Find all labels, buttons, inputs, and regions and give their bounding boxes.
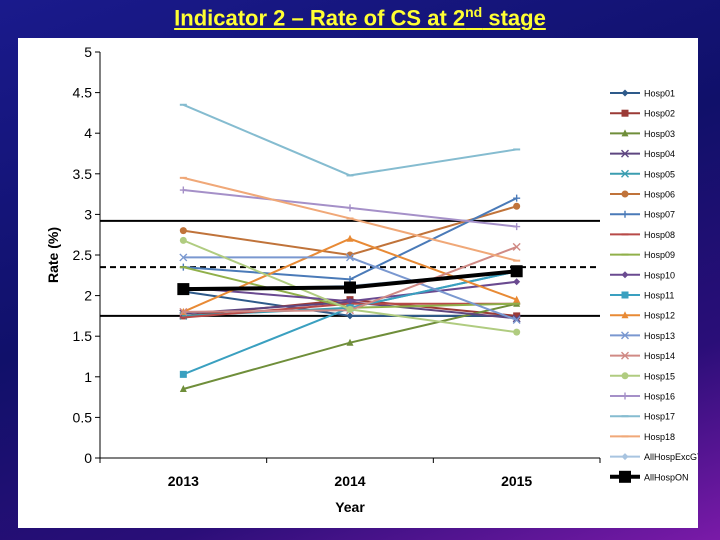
data-point-Hosp12 bbox=[513, 295, 521, 303]
series-Hosp18 bbox=[179, 176, 521, 262]
y-tick-label: 1 bbox=[84, 369, 92, 385]
legend-marker bbox=[621, 331, 629, 340]
data-point-Hosp06 bbox=[513, 202, 521, 210]
series-Hosp15 bbox=[179, 236, 521, 336]
data-point-Hosp03 bbox=[346, 338, 354, 346]
data-point-Hosp15 bbox=[346, 305, 354, 313]
y-tick-label: 2.5 bbox=[73, 247, 93, 263]
legend-marker bbox=[621, 169, 629, 178]
data-point-Hosp13 bbox=[346, 253, 354, 262]
y-tick-label: 0.5 bbox=[73, 409, 93, 425]
legend-marker bbox=[621, 372, 629, 380]
legend-label: Hosp16 bbox=[644, 392, 675, 402]
legend-label: Hosp14 bbox=[644, 351, 675, 361]
data-point-Hosp15 bbox=[179, 236, 187, 244]
data-point-Hosp02 bbox=[513, 312, 521, 320]
legend-marker bbox=[621, 351, 629, 360]
legend-label: Hosp04 bbox=[644, 149, 675, 159]
legend-label: Hosp09 bbox=[644, 250, 675, 260]
slide-title: Indicator 2 – Rate of CS at 2nd stage bbox=[0, 4, 720, 31]
title-end: stage bbox=[482, 5, 546, 31]
legend-marker bbox=[621, 311, 629, 319]
data-point-AllHospON bbox=[177, 283, 190, 296]
data-point-Hosp07 bbox=[513, 194, 521, 202]
legend-label: Hosp05 bbox=[644, 169, 675, 179]
legend-marker bbox=[621, 392, 629, 400]
data-point-Hosp13 bbox=[512, 315, 521, 324]
series-AllHospON bbox=[177, 265, 523, 296]
data-point-Hosp10 bbox=[513, 278, 521, 286]
legend-label: Hosp18 bbox=[644, 432, 675, 442]
legend-label: Hosp08 bbox=[644, 230, 675, 240]
legend-label: Hosp06 bbox=[644, 190, 675, 200]
legend-marker bbox=[621, 291, 629, 299]
series-Hosp16 bbox=[179, 186, 521, 231]
title-superscript: nd bbox=[465, 4, 483, 20]
series-Hosp17 bbox=[179, 103, 521, 177]
x-tick-label: 2015 bbox=[501, 473, 532, 489]
legend-marker bbox=[621, 129, 629, 137]
data-point-Hosp16 bbox=[513, 223, 521, 231]
legend-marker bbox=[621, 453, 629, 461]
data-point-Hosp04 bbox=[512, 314, 521, 323]
y-tick-label: 5 bbox=[84, 44, 92, 60]
legend-label: Hosp17 bbox=[644, 412, 675, 422]
data-point-Hosp16 bbox=[179, 186, 187, 194]
legend-label: Hosp12 bbox=[644, 311, 675, 321]
data-point-Hosp14 bbox=[179, 307, 188, 316]
data-point-Hosp16 bbox=[346, 204, 354, 212]
data-point-Hosp03 bbox=[179, 384, 187, 392]
title-main: Indicator 2 – Rate of CS at 2 bbox=[174, 5, 466, 31]
series-Hosp13 bbox=[179, 253, 521, 324]
y-tick-label: 3.5 bbox=[73, 166, 93, 182]
legend-label: Hosp03 bbox=[644, 129, 675, 139]
legend-label: Hosp13 bbox=[644, 331, 675, 341]
legend-marker bbox=[621, 210, 629, 218]
legend-marker bbox=[621, 109, 629, 117]
data-point-AllHospON bbox=[344, 281, 356, 294]
data-point-Hosp10 bbox=[346, 297, 354, 305]
legend-label: Hosp07 bbox=[644, 210, 675, 220]
data-point-Hosp06 bbox=[179, 227, 187, 235]
data-point-Hosp11 bbox=[179, 370, 187, 378]
y-tick-label: 4 bbox=[84, 125, 92, 141]
y-tick-label: 1.5 bbox=[73, 328, 93, 344]
y-axis-title: Rate (%) bbox=[45, 227, 61, 283]
legend-marker bbox=[621, 89, 629, 97]
data-point-Hosp13 bbox=[179, 253, 188, 262]
x-axis-title: Year bbox=[335, 499, 365, 515]
x-tick-label: 2013 bbox=[168, 473, 199, 489]
legend-marker bbox=[621, 271, 629, 279]
legend-label: Hosp15 bbox=[644, 371, 675, 381]
series-line-Hosp17 bbox=[182, 103, 517, 177]
legend-label: AllHospExcGTA bbox=[644, 452, 698, 462]
data-point-Hosp14 bbox=[512, 242, 521, 251]
legend-label: AllHospON bbox=[644, 472, 689, 482]
y-tick-label: 0 bbox=[84, 450, 92, 466]
data-point-Hosp12 bbox=[346, 234, 354, 242]
legend-marker bbox=[621, 190, 629, 198]
data-point-Hosp15 bbox=[513, 328, 521, 336]
y-tick-label: 4.5 bbox=[73, 85, 93, 101]
line-chart: 0 0.5 1 1.5 2 2.5 3 3.5 4 4.5 5 2013 2014 2015 Year Rat… bbox=[45, 44, 708, 515]
data-point-AllHospON bbox=[510, 265, 523, 278]
data-point-Hosp01 bbox=[346, 312, 354, 320]
y-tick-label: 3 bbox=[84, 206, 92, 222]
legend-label: Hosp02 bbox=[644, 109, 675, 119]
legend-marker bbox=[621, 149, 629, 158]
legend-marker bbox=[619, 470, 631, 483]
legend-label: Hosp11 bbox=[644, 291, 674, 301]
legend-label: Hosp10 bbox=[644, 270, 675, 280]
x-tick-label: 2014 bbox=[334, 473, 365, 489]
chart-panel: 0 0.5 1 1.5 2 2.5 3 3.5 4 4.5 5 2013 2014 2015 Year Rat… bbox=[18, 38, 708, 528]
legend-label: Hosp01 bbox=[644, 89, 675, 99]
y-tick-label: 2 bbox=[84, 288, 92, 304]
